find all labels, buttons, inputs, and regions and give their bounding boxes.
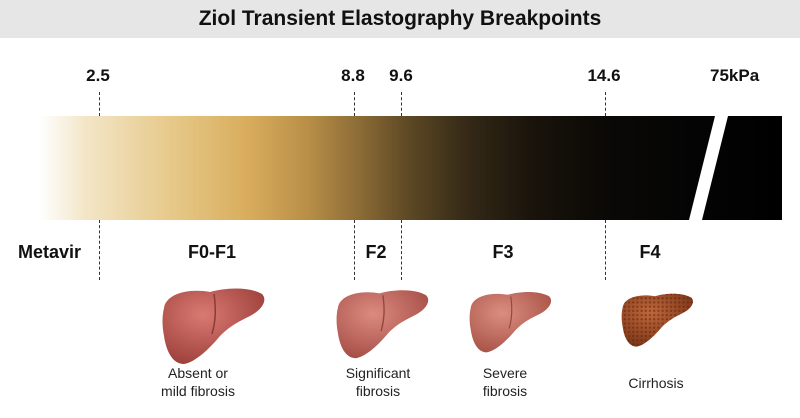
- caption-f3: Severe fibrosis: [483, 364, 527, 400]
- tick-label-14-6: 14.6: [587, 66, 621, 85]
- stage-f4: F4: [639, 242, 661, 262]
- breakpoint-line-14-6-lower: [605, 220, 606, 280]
- caption-f4: Cirrhosis: [628, 374, 683, 392]
- breakpoint-line-2-5-lower: [99, 220, 100, 280]
- stiffness-gradient-band: [40, 116, 782, 220]
- stage-f0-f1: F0-F1: [187, 242, 237, 262]
- axis-break-mark: [689, 116, 728, 220]
- breakpoint-line-9-6-lower: [401, 220, 402, 280]
- caption-line: Severe: [482, 365, 528, 381]
- breakpoint-line-8-8-upper: [354, 92, 355, 116]
- stage-f3: F3: [492, 242, 514, 262]
- caption-f0-f1: Absent or mild fibrosis: [161, 364, 235, 400]
- metavir-label: Metavir: [18, 242, 82, 262]
- breakpoint-line-9-6-upper: [401, 92, 402, 116]
- caption-f2: Significant fibrosis: [346, 364, 411, 400]
- caption-line: fibrosis: [355, 383, 401, 399]
- cirrhotic-liver-icon: [621, 293, 693, 347]
- caption-line: Cirrhosis: [628, 375, 684, 391]
- tick-label-2-5: 2.5: [86, 66, 110, 85]
- caption-line: Significant: [345, 365, 411, 381]
- caption-line: fibrosis: [482, 383, 528, 399]
- caption-line: Absent or: [168, 365, 228, 381]
- breakpoint-line-2-5-upper: [99, 92, 100, 116]
- tick-label-9-6: 9.6: [389, 66, 413, 85]
- breakpoint-line-14-6-upper: [605, 92, 606, 116]
- diagram-title: Ziol Transient Elastography Breakpoints: [0, 0, 800, 38]
- stage-f2: F2: [365, 242, 387, 262]
- fibrotic-liver-icon: [469, 292, 552, 353]
- tick-label-8-8: 8.8: [341, 66, 365, 85]
- healthy-liver-icon: [162, 288, 265, 364]
- tick-label-75kpa: 75kPa: [710, 66, 760, 85]
- breakpoint-line-8-8-lower: [354, 220, 355, 280]
- caption-line: mild fibrosis: [161, 383, 235, 399]
- mild-fibrotic-liver-icon: [336, 290, 429, 359]
